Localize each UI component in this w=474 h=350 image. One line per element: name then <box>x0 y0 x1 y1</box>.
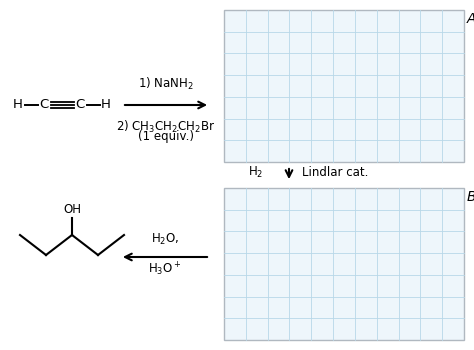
Text: (1 equiv.): (1 equiv.) <box>138 130 194 143</box>
Text: H$_2$O,: H$_2$O, <box>151 232 179 247</box>
Text: A: A <box>467 12 474 26</box>
Text: H: H <box>13 98 23 112</box>
Bar <box>224 10 464 162</box>
Bar <box>224 188 464 340</box>
Text: H: H <box>101 98 111 112</box>
Text: C: C <box>39 98 49 112</box>
Text: H$_2$: H$_2$ <box>247 164 263 180</box>
Text: H$_3$O$^+$: H$_3$O$^+$ <box>148 261 182 278</box>
Text: 2) CH$_3$CH$_2$CH$_2$Br: 2) CH$_3$CH$_2$CH$_2$Br <box>117 119 216 135</box>
Text: B: B <box>467 190 474 204</box>
Text: 1) NaNH$_2$: 1) NaNH$_2$ <box>138 76 194 92</box>
Text: Lindlar cat.: Lindlar cat. <box>302 166 368 178</box>
Text: OH: OH <box>63 203 81 216</box>
Text: C: C <box>75 98 85 112</box>
